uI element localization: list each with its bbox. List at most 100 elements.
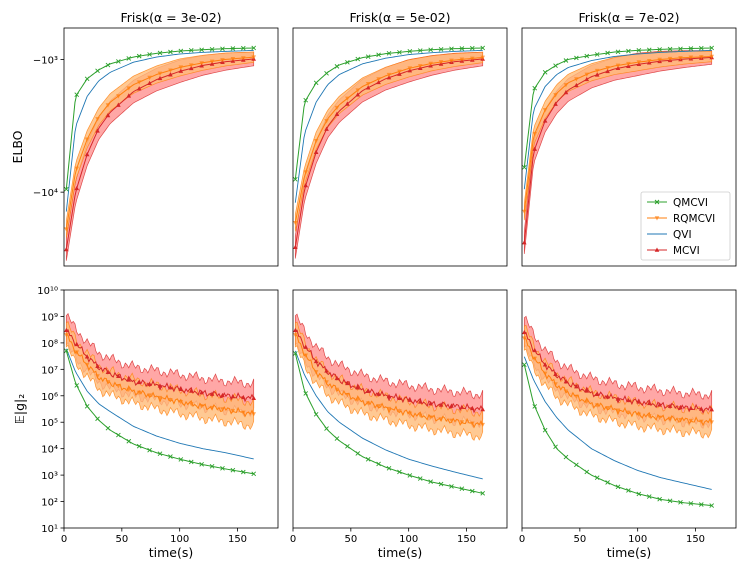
marker-qmcvi: [480, 491, 486, 496]
marker-mcvi: [532, 347, 538, 353]
marker-qmcvi: [667, 46, 673, 52]
band-mcvi: [65, 51, 255, 261]
marker-qmcvi: [74, 92, 80, 97]
panel-plot-area: [293, 45, 486, 259]
marker-qmcvi: [522, 164, 527, 170]
marker-rqmcvi: [220, 58, 225, 63]
marker-rqmcvi: [345, 96, 350, 101]
series-line-qvi: [294, 49, 483, 203]
marker-mcvi: [449, 403, 454, 408]
marker-rqmcvi: [365, 82, 371, 87]
marker-rqmcvi: [293, 220, 298, 226]
marker-rqmcvi: [84, 362, 90, 368]
marker-rqmcvi: [397, 409, 402, 414]
marker-rqmcvi: [657, 415, 662, 420]
marker-qmcvi: [646, 47, 652, 53]
series-line-qvi: [523, 49, 712, 190]
marker-qmcvi: [105, 425, 111, 431]
x-tick-label: 50: [115, 534, 128, 545]
marker-qmcvi: [220, 466, 225, 471]
marker-rqmcvi: [178, 400, 184, 405]
marker-qmcvi: [574, 462, 579, 468]
marker-mcvi: [157, 383, 163, 388]
marker-qmcvi: [469, 45, 475, 51]
marker-mcvi: [157, 75, 163, 81]
marker-rqmcvi: [95, 117, 100, 122]
marker-rqmcvi: [605, 406, 610, 411]
x-tick-label: 150: [228, 534, 247, 545]
marker-qmcvi: [334, 436, 340, 441]
y-axis-label: 𝔼|g|₂: [12, 394, 27, 425]
marker-rqmcvi: [230, 408, 236, 414]
marker-mcvi: [386, 393, 392, 399]
marker-rqmcvi: [449, 418, 454, 424]
marker-mcvi: [324, 126, 329, 131]
marker-rqmcvi: [459, 57, 465, 62]
marker-qmcvi: [313, 411, 319, 417]
panel-frame: [63, 289, 279, 529]
marker-qmcvi: [240, 45, 246, 51]
marker-rqmcvi: [553, 382, 558, 387]
marker-mcvi: [220, 392, 225, 398]
marker-mcvi: [136, 379, 142, 385]
marker-mcvi: [188, 388, 194, 393]
marker-rqmcvi: [313, 138, 319, 144]
x-tick-label: 50: [573, 534, 586, 545]
marker-rqmcvi: [251, 412, 257, 417]
marker-qmcvi: [657, 47, 662, 52]
marker-qmcvi: [355, 56, 361, 62]
marker-rqmcvi: [303, 170, 309, 175]
marker-rqmcvi: [303, 353, 309, 358]
marker-rqmcvi: [553, 93, 558, 98]
marker-qmcvi: [407, 48, 413, 54]
marker-qmcvi: [116, 59, 121, 64]
marker-qmcvi: [417, 476, 423, 481]
marker-mcvi: [178, 386, 184, 392]
marker-qmcvi: [574, 55, 579, 61]
marker-qmcvi: [438, 46, 444, 52]
marker-rqmcvi: [615, 408, 621, 413]
marker-mcvi: [355, 92, 361, 97]
band-rqmcvi: [294, 321, 484, 441]
marker-qmcvi: [407, 473, 413, 478]
marker-mcvi: [95, 363, 100, 368]
marker-qmcvi: [313, 80, 319, 86]
marker-qmcvi: [563, 454, 569, 460]
marker-mcvi: [594, 72, 600, 77]
marker-rqmcvi: [646, 59, 652, 64]
marker-rqmcvi: [136, 80, 142, 85]
marker-rqmcvi: [147, 393, 152, 398]
marker-rqmcvi: [563, 83, 569, 88]
marker-qmcvi: [469, 488, 475, 494]
marker-rqmcvi: [95, 374, 100, 379]
marker-mcvi: [688, 405, 694, 411]
marker-rqmcvi: [199, 61, 204, 66]
marker-qmcvi: [199, 461, 204, 467]
marker-rqmcvi: [469, 56, 475, 61]
marker-qmcvi: [542, 427, 548, 433]
marker-mcvi: [116, 102, 121, 107]
marker-mcvi: [667, 403, 673, 408]
y-tick-label: 10¹: [41, 524, 58, 535]
marker-rqmcvi: [428, 415, 433, 420]
marker-qmcvi: [147, 447, 152, 453]
marker-rqmcvi: [407, 66, 413, 71]
marker-rqmcvi: [626, 61, 631, 67]
marker-qmcvi: [449, 484, 454, 489]
panel-plot-area: [64, 312, 257, 477]
marker-mcvi: [147, 381, 152, 386]
y-tick-label: 10⁷: [41, 365, 58, 376]
x-tick-label: 50: [344, 534, 357, 545]
marker-mcvi: [334, 375, 340, 381]
x-tick-label: 0: [61, 534, 67, 545]
marker-rqmcvi: [105, 103, 111, 108]
marker-mcvi: [365, 388, 371, 394]
marker-mcvi: [615, 65, 621, 71]
marker-mcvi: [345, 380, 350, 386]
marker-rqmcvi: [480, 422, 486, 428]
marker-rqmcvi: [574, 394, 579, 400]
marker-mcvi: [345, 101, 350, 106]
marker-rqmcvi: [74, 350, 80, 355]
marker-qmcvi: [95, 416, 100, 422]
marker-qmcvi: [209, 464, 215, 469]
